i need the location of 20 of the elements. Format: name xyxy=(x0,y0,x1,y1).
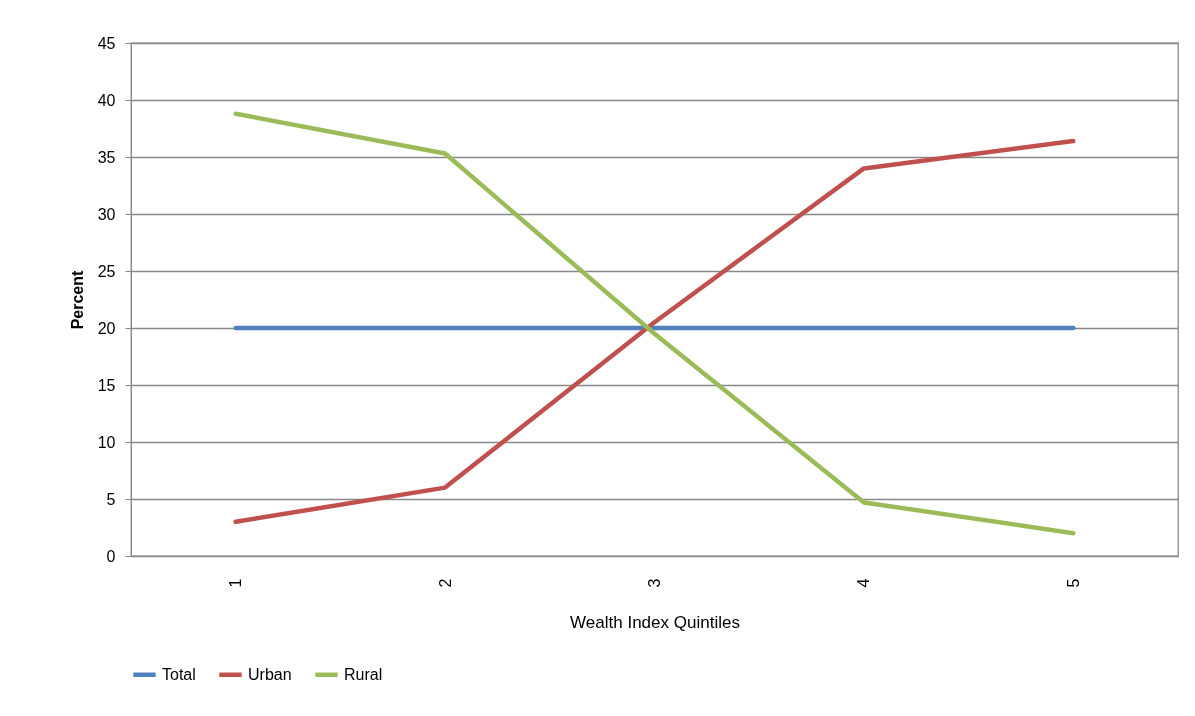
y-tick-label: 20 xyxy=(97,319,116,337)
x-tick-label: 5 xyxy=(1064,578,1082,588)
y-tick-label: 15 xyxy=(97,376,116,394)
y-axis-title: Percent xyxy=(68,269,86,330)
legend-label: Total xyxy=(162,665,196,683)
y-tick-label: 25 xyxy=(97,262,116,280)
y-tick-label: 35 xyxy=(97,148,116,166)
x-axis-title: Wealth Index Quintiles xyxy=(570,613,740,633)
legend-label: Urban xyxy=(248,665,292,683)
x-tick-label: 3 xyxy=(646,578,663,588)
x-tick-label: 4 xyxy=(855,578,873,588)
y-tick-label: 0 xyxy=(106,547,116,565)
y-tick-label: 40 xyxy=(97,91,116,109)
y-tick-label: 5 xyxy=(106,490,116,508)
y-tick-label: 45 xyxy=(97,34,116,52)
y-tick-label: 30 xyxy=(97,205,116,223)
x-tick-label: 2 xyxy=(436,578,454,588)
y-tick-label: 10 xyxy=(97,433,116,451)
x-tick-label: 1 xyxy=(227,578,245,588)
legend-label: Rural xyxy=(344,665,383,683)
